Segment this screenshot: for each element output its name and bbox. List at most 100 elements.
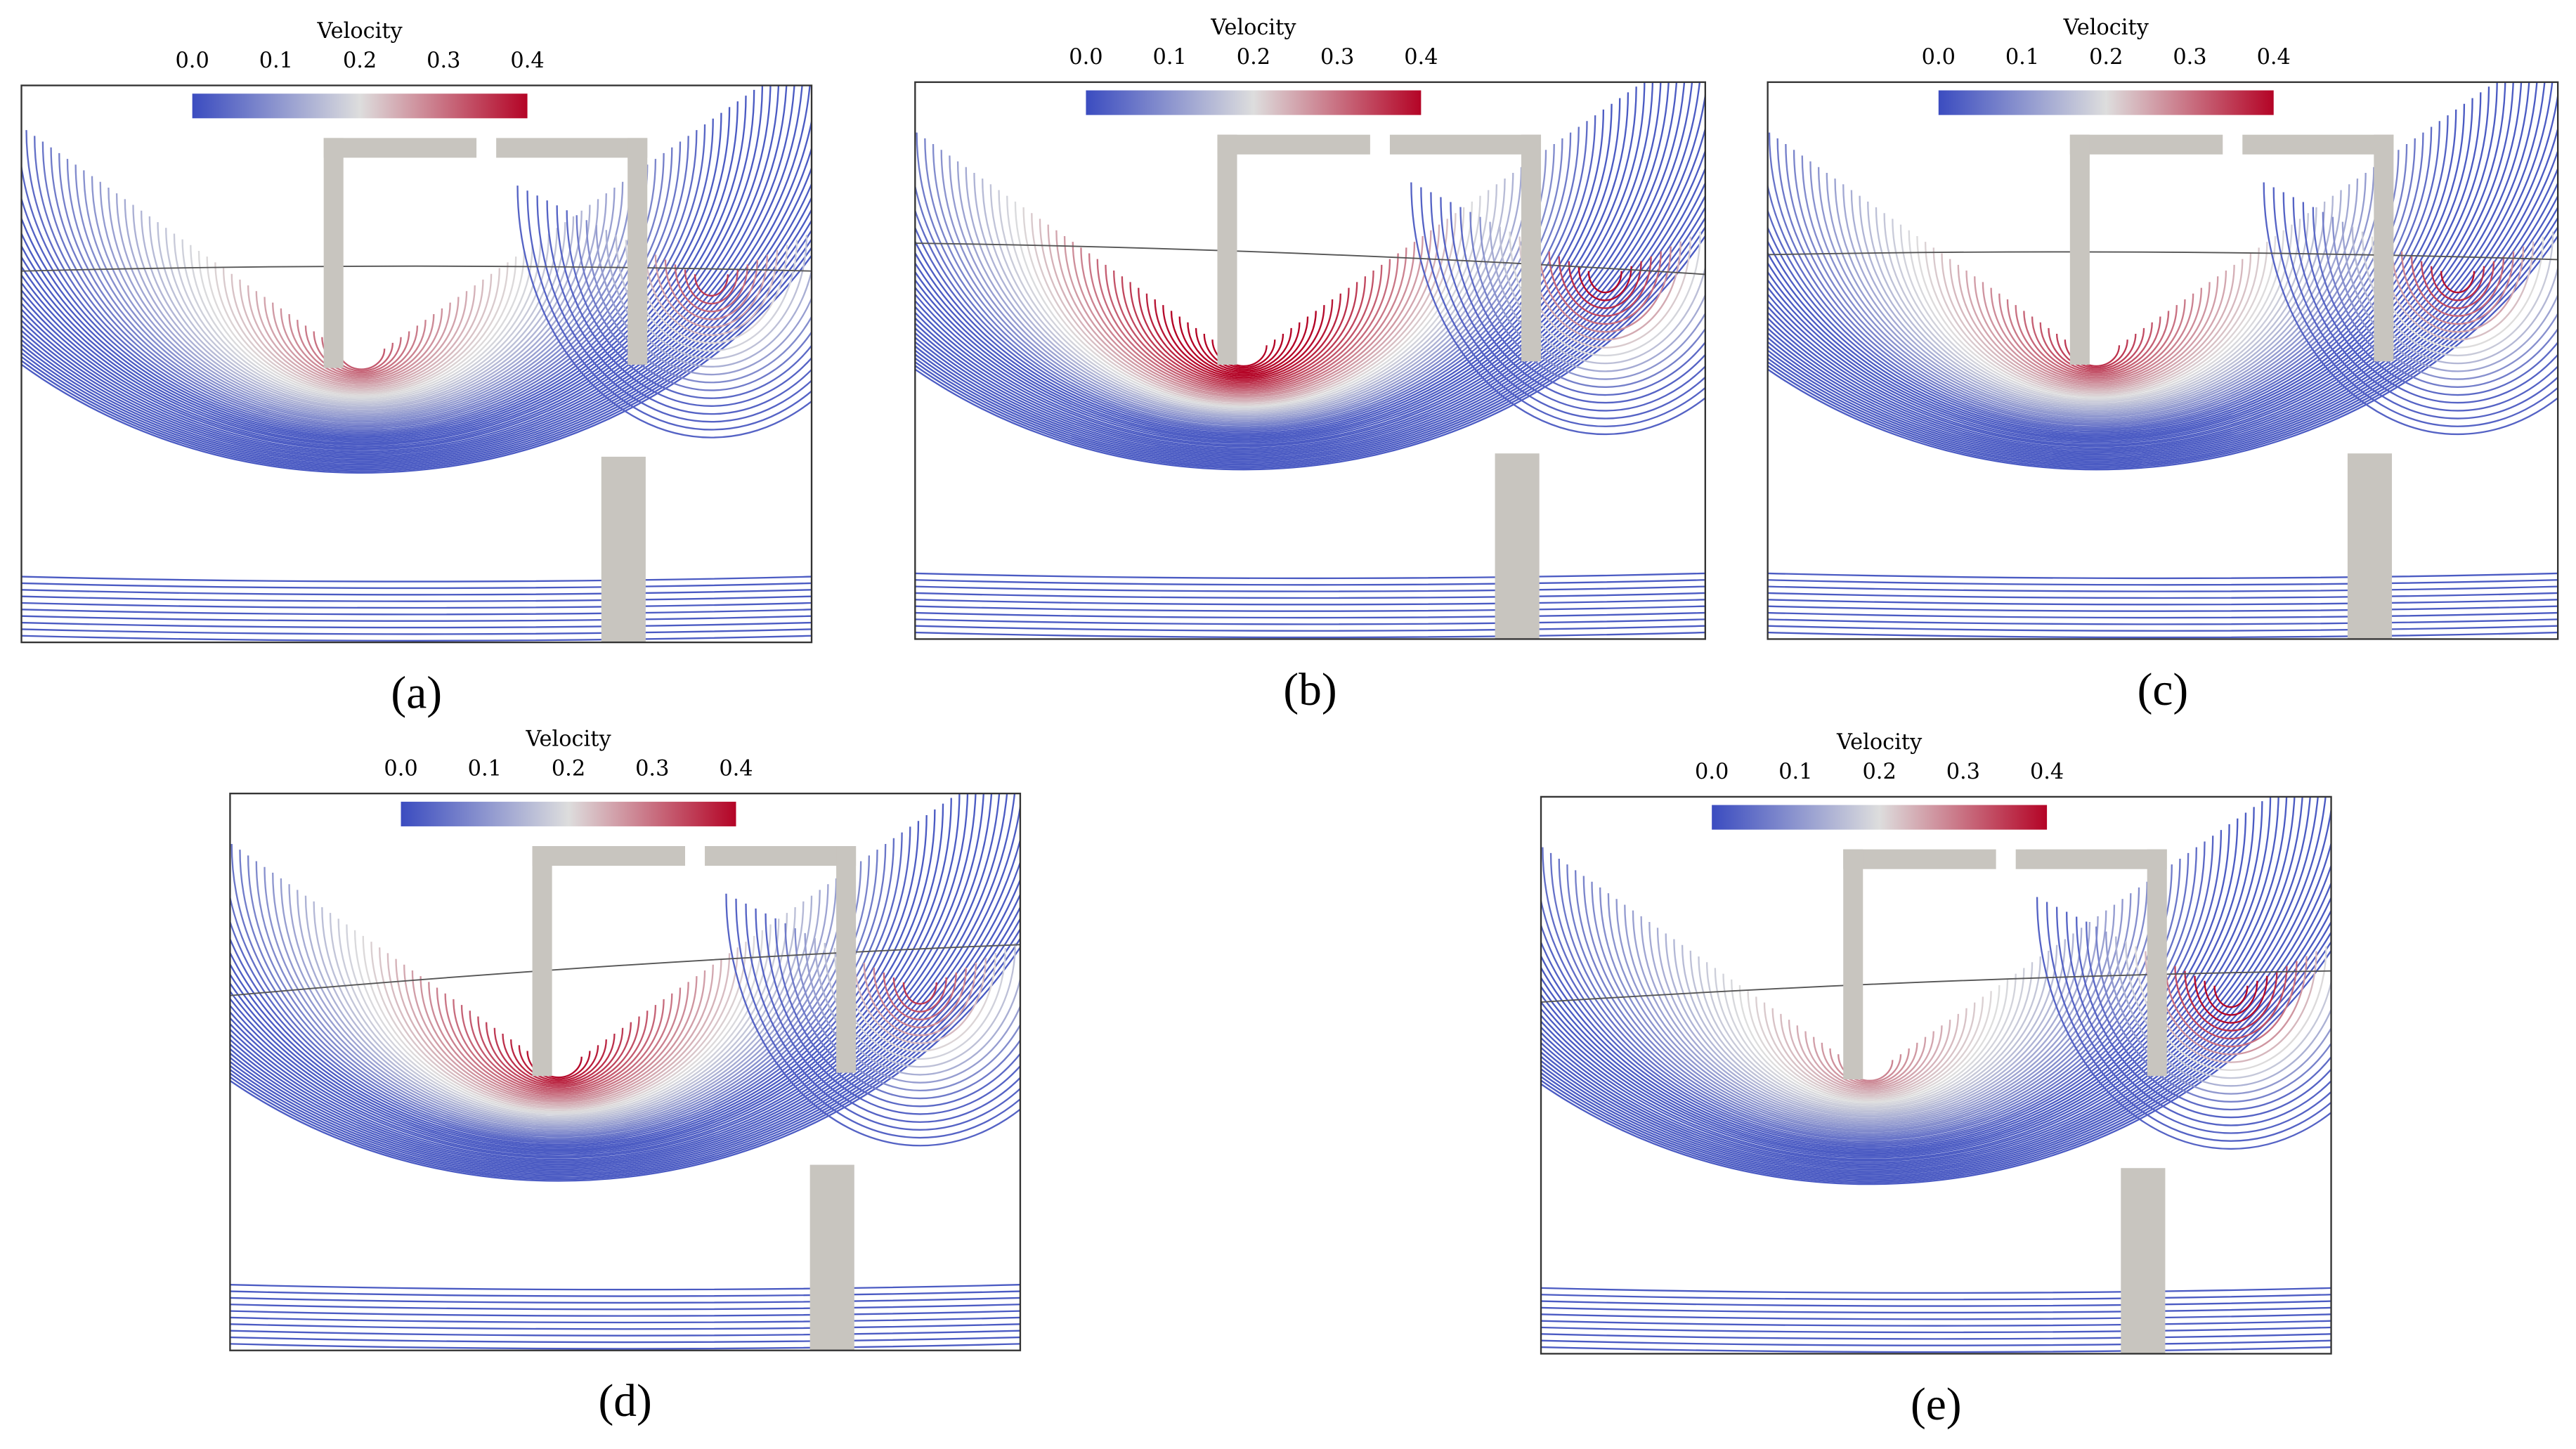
- frame: [914, 81, 1706, 640]
- streamline: [230, 1316, 1020, 1324]
- streamline: [1767, 82, 2530, 449]
- streamline: [915, 82, 1646, 443]
- streamline: [272, 872, 845, 1131]
- streamline: [1837, 1054, 1902, 1084]
- colorbar-tick-label: 0.0: [175, 48, 209, 73]
- gate-right: [2374, 134, 2394, 362]
- streamline: [58, 152, 665, 427]
- streamlines: [915, 82, 1705, 639]
- streamline: [477, 1016, 640, 1090]
- streamline: [453, 999, 665, 1095]
- streamline: [1817, 167, 2375, 418]
- streamline: [1883, 213, 2309, 405]
- streamline: [1648, 922, 2091, 1122]
- streamline: [297, 320, 427, 379]
- streamline: [206, 256, 517, 397]
- streamline: [230, 1343, 1020, 1350]
- streamline: [21, 219, 812, 467]
- streamline: [1541, 836, 2214, 1146]
- streamline: [1767, 216, 2558, 467]
- colorbar-tick-label: 0.0: [1069, 45, 1102, 70]
- streamline: [915, 82, 1700, 454]
- streamline: [794, 928, 1020, 1092]
- streamline: [230, 793, 993, 1161]
- streamline: [230, 798, 952, 1152]
- streamline: [230, 1336, 1020, 1344]
- streamline: [915, 585, 1705, 592]
- streamline: [230, 1297, 1020, 1304]
- streamline: [1541, 909, 2331, 1178]
- gate-top-right: [1389, 134, 1542, 155]
- colorbar-tick-label: 0.3: [635, 756, 669, 781]
- colorbar-tick-label: 0.4: [2257, 45, 2291, 70]
- streamline: [1479, 216, 1705, 380]
- gate-left: [323, 138, 344, 368]
- streamline: [915, 115, 1596, 433]
- streamline: [2292, 197, 2558, 412]
- streamline: [1541, 818, 2239, 1151]
- gate-right: [836, 846, 857, 1073]
- streamline: [915, 618, 1705, 625]
- streamline: [21, 576, 812, 583]
- streamline: [21, 195, 812, 464]
- streamline: [21, 595, 812, 602]
- streamline: [1656, 928, 2083, 1119]
- streamline: [1430, 192, 1705, 420]
- streamline: [230, 793, 977, 1157]
- streamline: [615, 235, 808, 360]
- streamline: [784, 923, 1020, 1100]
- surface: [915, 242, 1705, 275]
- frame: [20, 84, 813, 644]
- streamline: [973, 172, 1514, 417]
- streamline: [644, 249, 779, 337]
- colorbar: [192, 93, 528, 119]
- streamline: [915, 125, 1705, 457]
- surface: [1767, 251, 2558, 261]
- gate-left: [1217, 134, 1237, 365]
- streamline: [1541, 949, 2331, 1185]
- streamline: [1541, 830, 2223, 1148]
- streamline: [280, 878, 838, 1129]
- streamline: [1568, 261, 1642, 309]
- streamline: [915, 216, 1705, 467]
- streamline: [1541, 840, 2331, 1172]
- streamline: [915, 92, 1629, 439]
- streamline: [21, 85, 780, 449]
- streamline: [1714, 968, 2025, 1108]
- streamline: [1541, 796, 2327, 1169]
- streamline: [1892, 219, 2301, 403]
- colorbar-tick-label: 0.1: [2005, 45, 2039, 70]
- streamline: [346, 924, 772, 1117]
- streamline: [1578, 266, 1632, 301]
- streamline: [1195, 327, 1292, 372]
- panel-label: (e): [1911, 1379, 1962, 1430]
- streamline: [965, 167, 1523, 418]
- panel: Velocity 0.0 0.1 0.2 0.3 0.4 (b): [914, 15, 1706, 715]
- streamline: [1689, 950, 2050, 1113]
- colorbar-tick-label: 0.4: [2030, 760, 2064, 784]
- streamline: [1875, 207, 2317, 407]
- streamline: [1138, 287, 1350, 384]
- streamline: [1541, 930, 2331, 1182]
- streamline: [1162, 305, 1325, 379]
- streamline: [510, 1039, 607, 1084]
- streamline: [1698, 956, 2041, 1112]
- streamline: [1780, 1013, 1960, 1095]
- gate-right: [1521, 134, 1542, 362]
- pillar: [809, 1164, 854, 1351]
- streamline: [230, 1330, 1020, 1337]
- streamline: [337, 918, 780, 1118]
- streamline: [1022, 207, 1465, 407]
- streamline: [1047, 224, 1440, 402]
- colorbar-tick-label: 0.2: [343, 48, 377, 73]
- streamline: [883, 973, 957, 1020]
- surface: [1541, 970, 2331, 1003]
- streamline: [915, 611, 1705, 619]
- streamline: [1541, 881, 2331, 1176]
- streamline: [1767, 82, 2546, 453]
- streamline: [21, 85, 788, 451]
- gate-top-right: [2242, 134, 2394, 155]
- streamline: [1566, 864, 2173, 1138]
- streamline: [362, 935, 755, 1113]
- streamline: [915, 599, 1705, 606]
